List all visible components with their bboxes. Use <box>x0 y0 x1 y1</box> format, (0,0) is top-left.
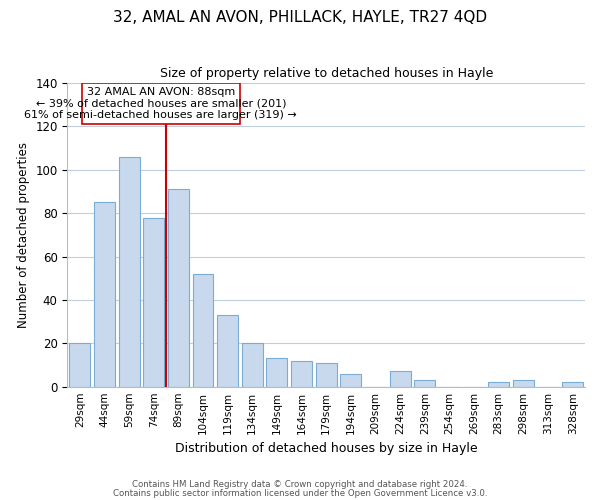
Bar <box>70 344 90 386</box>
X-axis label: Distribution of detached houses by size in Hayle: Distribution of detached houses by size … <box>175 442 478 455</box>
Text: 61% of semi-detached houses are larger (319) →: 61% of semi-detached houses are larger (… <box>25 110 297 120</box>
Bar <box>340 374 361 386</box>
Bar <box>389 372 410 386</box>
Bar <box>291 360 312 386</box>
Bar <box>82 83 240 124</box>
Y-axis label: Number of detached properties: Number of detached properties <box>17 142 30 328</box>
Bar <box>488 382 509 386</box>
Bar <box>316 363 337 386</box>
Text: 32, AMAL AN AVON, PHILLACK, HAYLE, TR27 4QD: 32, AMAL AN AVON, PHILLACK, HAYLE, TR27 … <box>113 10 487 25</box>
Bar <box>266 358 287 386</box>
Bar <box>242 344 263 386</box>
Bar <box>217 315 238 386</box>
Bar <box>119 157 140 386</box>
Bar <box>143 218 164 386</box>
Bar <box>415 380 435 386</box>
Text: Contains HM Land Registry data © Crown copyright and database right 2024.: Contains HM Land Registry data © Crown c… <box>132 480 468 489</box>
Bar <box>193 274 214 386</box>
Bar <box>513 380 534 386</box>
Title: Size of property relative to detached houses in Hayle: Size of property relative to detached ho… <box>160 68 493 80</box>
Text: Contains public sector information licensed under the Open Government Licence v3: Contains public sector information licen… <box>113 489 487 498</box>
Text: 32 AMAL AN AVON: 88sqm: 32 AMAL AN AVON: 88sqm <box>87 87 235 97</box>
Bar <box>94 202 115 386</box>
Text: ← 39% of detached houses are smaller (201): ← 39% of detached houses are smaller (20… <box>35 98 286 108</box>
Bar <box>168 190 189 386</box>
Bar <box>562 382 583 386</box>
